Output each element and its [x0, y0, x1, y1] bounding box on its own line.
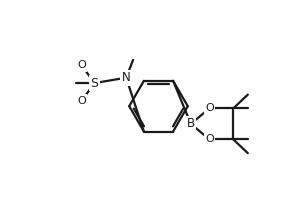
Text: S: S — [91, 77, 99, 90]
Text: N: N — [122, 71, 130, 84]
Text: O: O — [205, 134, 214, 144]
Text: O: O — [77, 60, 86, 70]
Text: B: B — [187, 117, 195, 130]
Text: O: O — [77, 96, 86, 106]
Text: O: O — [205, 103, 214, 114]
